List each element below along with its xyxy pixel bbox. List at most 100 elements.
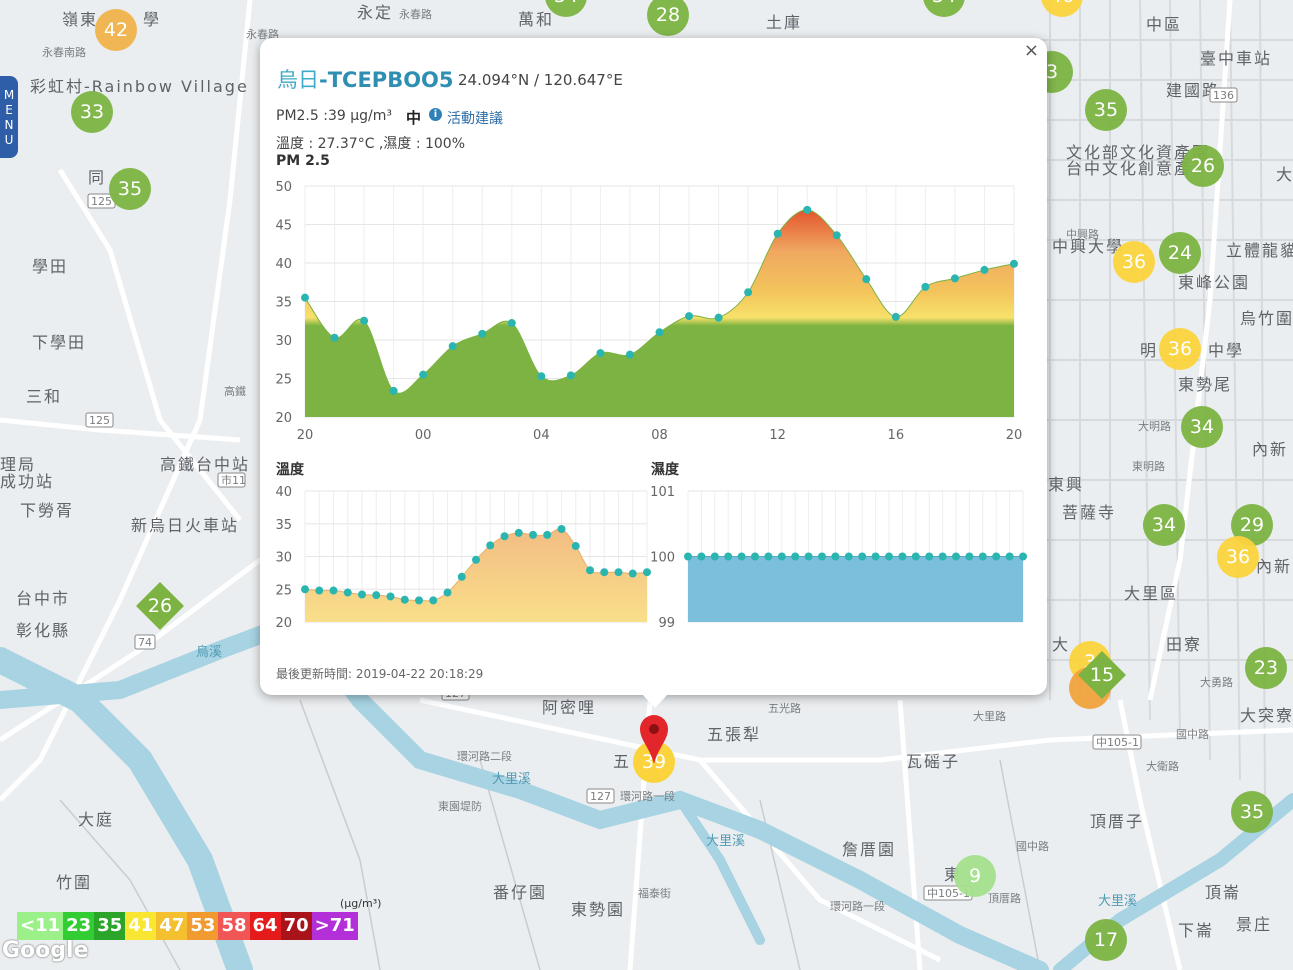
station-marker[interactable]: 9 [954,855,996,897]
map-markers[interactable]: 4233352834344635326362436343429362335179… [71,0,1287,961]
station-marker[interactable]: 42 [95,9,137,51]
data-point [557,524,566,533]
station-marker[interactable]: 35 [1085,89,1127,131]
place-label: 中興大學 [1052,237,1124,256]
data-point [429,596,438,605]
map-pin-icon [640,715,668,764]
data-point [330,333,339,342]
road-label: 大里路 [973,709,1006,723]
y-tick-label: 20 [275,411,292,426]
station-marker-diamond[interactable]: 15 [1078,651,1126,699]
menu-letter: N [4,118,14,132]
data-point [643,568,651,577]
station-marker[interactable]: 33 [71,91,113,133]
place-label: 立體龍貓 [1226,241,1293,260]
station-marker[interactable]: 36 [1113,241,1155,283]
y-tick-label: 101 [650,485,675,500]
data-point [457,572,466,581]
y-tick-label: 45 [275,219,292,234]
marker-value: 3 [1046,61,1058,83]
data-point [724,552,733,561]
road-label: 環河路一段 [620,789,675,803]
place-label: 頂崙 [1205,883,1241,902]
station-marker[interactable]: 34 [923,0,965,17]
legend-item: <11 [17,912,64,940]
marker-value: 26 [148,595,172,617]
data-point [844,552,853,561]
place-label: 台中市 [16,589,70,608]
menu-tab[interactable]: M E N U [0,76,18,158]
place-label: 建國路 [1166,81,1220,100]
activity-advice-link[interactable]: 活動建議 [447,111,503,127]
road-shield: 中105-1 [1092,734,1142,750]
place-label: 詹厝園 [842,840,896,859]
pm-reading: PM2.5 :39 μg/m³ [276,108,392,124]
data-point [952,552,960,561]
place-label: 永定 [357,3,393,22]
road-label: 頂厝路 [988,892,1021,905]
station-marker[interactable]: 23 [1245,647,1287,689]
station-marker[interactable]: 34 [1181,406,1223,448]
place-label: 大突寮 [1240,706,1293,725]
place-label: 下崙 [1178,921,1214,940]
legend-item: 47 [156,912,188,940]
data-point [537,372,546,381]
data-point [777,552,786,561]
place-label: 大庭 [78,810,114,829]
road-label: 永春南路 [42,45,86,59]
data-point [514,528,523,537]
close-icon[interactable]: × [1023,40,1039,61]
y-tick-label: 40 [275,257,292,272]
y-tick-label: 25 [275,583,292,598]
place-label: 新烏日火車站 [131,516,239,535]
humidity-chart-title: 濕度 [651,462,679,478]
y-tick-label: 35 [275,296,292,311]
place-label: 東勢尾 [1178,375,1232,394]
station-marker[interactable]: 34 [1143,504,1185,546]
data-point [898,552,907,561]
place-label: 內新 [1256,557,1292,576]
road-label: 五光路 [768,701,801,715]
data-point [372,591,381,600]
road-label: 國中路 [1176,728,1209,741]
place-label: 土庫 [766,13,802,32]
marker-value: 24 [1168,242,1192,264]
place-label: 東興 [1048,475,1084,494]
station-marker[interactable]: 35 [109,168,151,210]
x-tick-label: 20 [297,428,314,443]
station-marker[interactable]: 46 [1041,0,1083,17]
data-point [529,530,537,539]
station-marker[interactable]: 28 [647,0,689,36]
station-id: -TCEPBOO5 [319,68,454,92]
station-marker[interactable]: 34 [545,0,587,17]
station-marker[interactable]: 29 [1231,504,1273,546]
station-marker-diamond[interactable]: 26 [136,582,184,630]
svg-text:中105-1: 中105-1 [927,887,970,900]
station-marker[interactable]: 26 [1182,145,1224,187]
temp-humidity-reading: 溫度 : 27.37°C ,濕度 : 100% [276,136,466,152]
station-marker[interactable]: 17 [1085,919,1127,961]
road-label: 環河路一段 [830,899,885,913]
temperature-chart-plot: 20 25 30 35 40 [275,485,651,631]
x-tick-label: 12 [769,428,786,443]
station-marker[interactable]: 36 [1159,328,1201,370]
legend-item: 70 [280,912,312,940]
info-icon[interactable]: i [429,108,442,121]
data-point [710,552,719,561]
data-point [343,588,352,597]
y-tick-label: 40 [275,485,292,500]
data-point [978,552,987,561]
selected-station-marker[interactable]: 39 [633,715,675,783]
y-tick-label: 25 [275,373,292,388]
humidity-chart-plot: 99 100 101 [650,485,1027,631]
legend-unit: (μg/m³) [340,897,382,910]
marker-value: 34 [1190,416,1214,438]
data-point [472,555,480,564]
station-marker[interactable]: 35 [1231,791,1273,833]
station-marker[interactable]: 36 [1217,536,1259,578]
river-label: 大里溪 [1098,894,1137,909]
road-label: 永春路 [246,27,279,41]
station-marker[interactable]: 24 [1159,232,1201,274]
data-point [389,386,398,395]
legend-item: 41 [125,912,157,940]
